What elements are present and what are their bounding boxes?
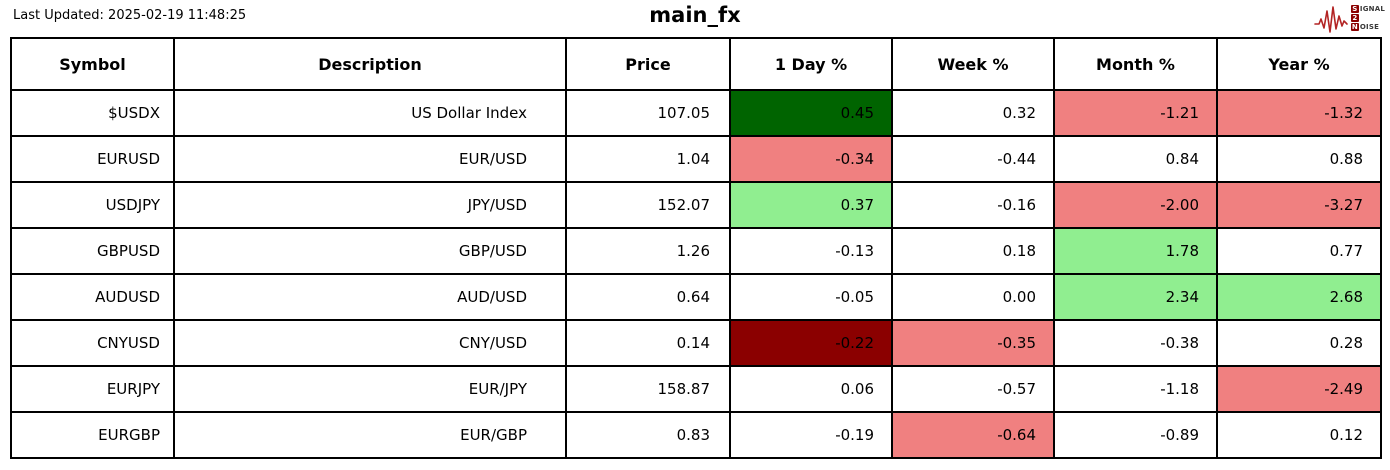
logo-text: S IGNAL 2 N OISE: [1350, 4, 1385, 31]
month-percent-cell: -1.18: [1053, 365, 1218, 413]
price-cell: 1.04: [565, 135, 731, 183]
description-cell: AUD/USD: [173, 273, 567, 321]
symbol-cell: CNYUSD: [10, 319, 175, 367]
day-percent-cell: -0.13: [729, 227, 893, 275]
symbol-cell: GBPUSD: [10, 227, 175, 275]
symbol-cell: EURGBP: [10, 411, 175, 459]
fx-table-header: Symbol Description Price 1 Day % Week % …: [10, 37, 1382, 91]
week-percent-cell: -0.35: [891, 319, 1055, 367]
last-updated-label: Last Updated: 2025-02-19 11:48:25: [13, 8, 247, 23]
year-percent-cell: 2.68: [1216, 273, 1382, 321]
signal2noise-logo: S IGNAL 2 N OISE: [1314, 2, 1385, 34]
month-percent-cell: 2.34: [1053, 273, 1218, 321]
logo-line-2: 2: [1350, 13, 1385, 22]
symbol-cell: EURJPY: [10, 365, 175, 413]
table-row: $USDX US Dollar Index 107.05 0.45 0.32 -…: [10, 89, 1382, 137]
description-cell: GBP/USD: [173, 227, 567, 275]
logo-initial-s: S: [1350, 4, 1359, 13]
month-percent-cell: -0.89: [1053, 411, 1218, 459]
day-percent-cell: 0.45: [729, 89, 893, 137]
column-header-description: Description: [173, 37, 567, 91]
page-title: main_fx: [649, 3, 741, 27]
day-percent-cell: 0.06: [729, 365, 893, 413]
year-percent-cell: -1.32: [1216, 89, 1382, 137]
logo-initial-2: 2: [1350, 13, 1359, 22]
price-cell: 0.14: [565, 319, 731, 367]
week-percent-cell: -0.57: [891, 365, 1055, 413]
logo-line-noise: N OISE: [1350, 22, 1385, 31]
column-header-1day: 1 Day %: [729, 37, 893, 91]
description-cell: EUR/USD: [173, 135, 567, 183]
price-cell: 1.26: [565, 227, 731, 275]
month-percent-cell: -0.38: [1053, 319, 1218, 367]
logo-line-signal: S IGNAL: [1350, 4, 1385, 13]
column-header-month: Month %: [1053, 37, 1218, 91]
column-header-price: Price: [565, 37, 731, 91]
symbol-cell: USDJPY: [10, 181, 175, 229]
year-percent-cell: 0.77: [1216, 227, 1382, 275]
year-percent-cell: 0.12: [1216, 411, 1382, 459]
year-percent-cell: 0.28: [1216, 319, 1382, 367]
description-cell: CNY/USD: [173, 319, 567, 367]
table-row: EURJPY EUR/JPY 158.87 0.06 -0.57 -1.18 -…: [10, 365, 1382, 413]
price-cell: 152.07: [565, 181, 731, 229]
symbol-cell: AUDUSD: [10, 273, 175, 321]
week-percent-cell: 0.00: [891, 273, 1055, 321]
day-percent-cell: -0.05: [729, 273, 893, 321]
header-row: Symbol Description Price 1 Day % Week % …: [10, 37, 1382, 91]
price-cell: 107.05: [565, 89, 731, 137]
week-percent-cell: -0.16: [891, 181, 1055, 229]
week-percent-cell: -0.44: [891, 135, 1055, 183]
month-percent-cell: 1.78: [1053, 227, 1218, 275]
week-percent-cell: 0.32: [891, 89, 1055, 137]
waveform-icon: [1314, 6, 1348, 33]
symbol-cell: EURUSD: [10, 135, 175, 183]
table-row: USDJPY JPY/USD 152.07 0.37 -0.16 -2.00 -…: [10, 181, 1382, 229]
day-percent-cell: 0.37: [729, 181, 893, 229]
logo-rest-ignal: IGNAL: [1359, 4, 1385, 13]
table-row: EURUSD EUR/USD 1.04 -0.34 -0.44 0.84 0.8…: [10, 135, 1382, 183]
year-percent-cell: 0.88: [1216, 135, 1382, 183]
column-header-week: Week %: [891, 37, 1055, 91]
year-percent-cell: -2.49: [1216, 365, 1382, 413]
description-cell: EUR/GBP: [173, 411, 567, 459]
logo-rest-oise: OISE: [1359, 22, 1380, 31]
day-percent-cell: -0.19: [729, 411, 893, 459]
month-percent-cell: -2.00: [1053, 181, 1218, 229]
table-row: EURGBP EUR/GBP 0.83 -0.19 -0.64 -0.89 0.…: [10, 411, 1382, 459]
month-percent-cell: -1.21: [1053, 89, 1218, 137]
logo-initial-n: N: [1350, 22, 1359, 31]
fx-table-body: $USDX US Dollar Index 107.05 0.45 0.32 -…: [10, 89, 1382, 459]
month-percent-cell: 0.84: [1053, 135, 1218, 183]
week-percent-cell: -0.64: [891, 411, 1055, 459]
table-row: AUDUSD AUD/USD 0.64 -0.05 0.00 2.34 2.68: [10, 273, 1382, 321]
week-percent-cell: 0.18: [891, 227, 1055, 275]
table-row: GBPUSD GBP/USD 1.26 -0.13 0.18 1.78 0.77: [10, 227, 1382, 275]
column-header-year: Year %: [1216, 37, 1382, 91]
year-percent-cell: -3.27: [1216, 181, 1382, 229]
description-cell: JPY/USD: [173, 181, 567, 229]
price-cell: 0.64: [565, 273, 731, 321]
fx-table: Symbol Description Price 1 Day % Week % …: [10, 37, 1382, 459]
price-cell: 0.83: [565, 411, 731, 459]
symbol-cell: $USDX: [10, 89, 175, 137]
table-row: CNYUSD CNY/USD 0.14 -0.22 -0.35 -0.38 0.…: [10, 319, 1382, 367]
description-cell: US Dollar Index: [173, 89, 567, 137]
description-cell: EUR/JPY: [173, 365, 567, 413]
day-percent-cell: -0.34: [729, 135, 893, 183]
day-percent-cell: -0.22: [729, 319, 893, 367]
column-header-symbol: Symbol: [10, 37, 175, 91]
price-cell: 158.87: [565, 365, 731, 413]
